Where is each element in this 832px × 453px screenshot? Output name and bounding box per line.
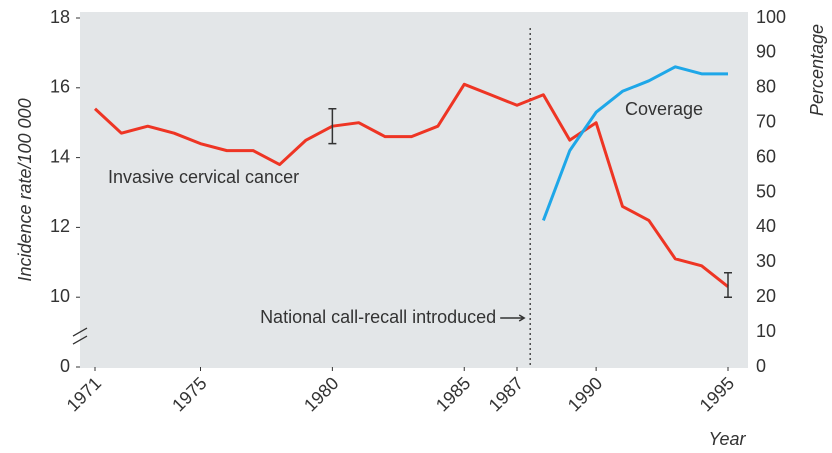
- y2-tick-label: 20: [756, 286, 776, 306]
- axis-break: [72, 327, 88, 345]
- y2-tick-label: 50: [756, 181, 776, 201]
- series-line: [93, 82, 729, 288]
- y2-tick-label: 0: [756, 356, 766, 376]
- y2-tick-label: 10: [756, 321, 776, 341]
- y2-tick-label: 60: [756, 146, 776, 166]
- y2-tick-label: 30: [756, 251, 776, 271]
- y-tick-label: 10: [50, 286, 70, 306]
- y-axis-label: Incidence rate/100 000: [15, 98, 35, 281]
- x-tick-label: 1971: [63, 373, 105, 415]
- y-tick-label: 16: [50, 77, 70, 97]
- y-tick-label: 12: [50, 216, 70, 236]
- error-bar: [328, 107, 337, 145]
- x-tick-label: 1985: [432, 373, 474, 415]
- x-tick-label: 1990: [564, 373, 606, 415]
- y-tick-label: 0: [60, 356, 70, 376]
- y2-tick-label: 90: [756, 42, 776, 62]
- y2-tick-label: 70: [756, 111, 776, 131]
- annotation-arrow: [500, 314, 526, 322]
- y-tick-label: 18: [50, 7, 70, 27]
- x-tick-label: 1975: [168, 373, 210, 415]
- x-axis-label: Year: [708, 429, 746, 449]
- series-label: Invasive cervical cancer: [108, 167, 299, 187]
- y2-axis-label: Percentage: [807, 24, 827, 116]
- x-tick-label: 1980: [300, 373, 342, 415]
- y2-tick-label: 40: [756, 216, 776, 236]
- y2-tick-label: 80: [756, 77, 776, 97]
- error-bar: [724, 272, 732, 298]
- y2-tick-label: 100: [756, 7, 786, 27]
- series-line: [541, 65, 728, 221]
- series-label: Coverage: [625, 99, 703, 119]
- annotation-text: National call-recall introduced: [260, 307, 496, 327]
- plot-background: [80, 12, 748, 368]
- x-tick-label: 1995: [696, 373, 738, 415]
- x-tick-label: 1987: [485, 373, 527, 415]
- y-tick-label: 14: [50, 146, 70, 166]
